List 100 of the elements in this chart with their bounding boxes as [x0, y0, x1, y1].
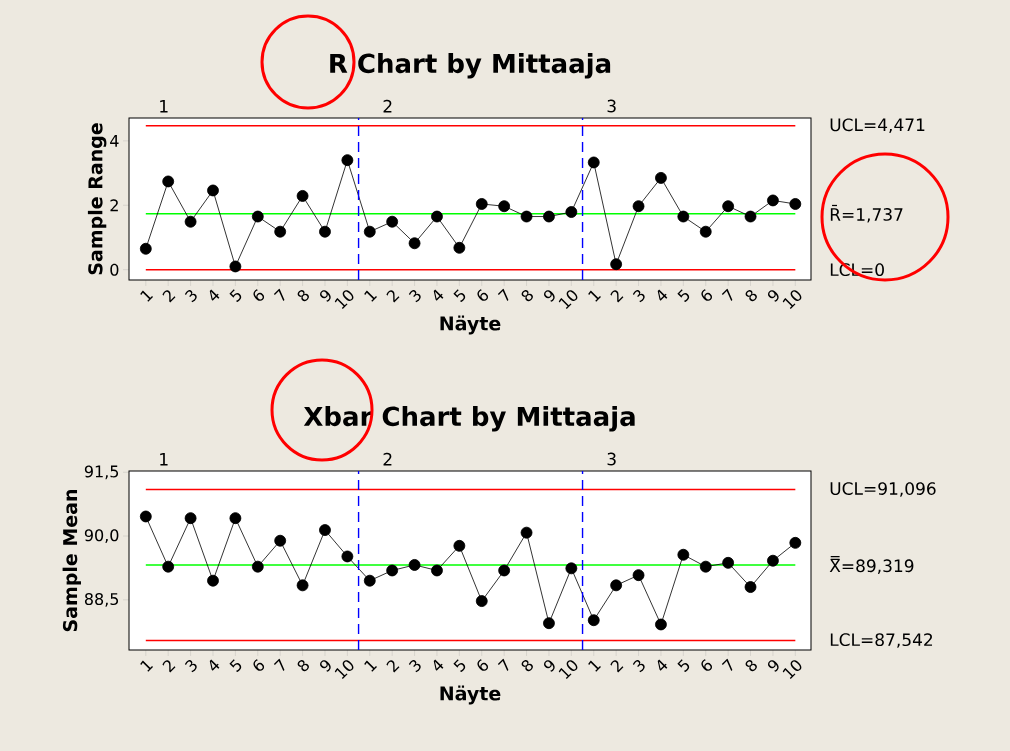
x-tick-label: 7: [721, 658, 733, 672]
point: [722, 200, 735, 213]
x-tick-label: 1: [364, 290, 377, 302]
text: 1: [160, 453, 168, 466]
x-tick-label: 2: [610, 290, 624, 303]
ref-line-label: UCL=4,471: [830, 118, 925, 133]
text: 3: [607, 99, 616, 113]
point: [341, 550, 354, 563]
text: 2: [383, 99, 392, 113]
x-tick-label: 9: [543, 290, 555, 302]
x-tick-label: 2: [610, 660, 624, 673]
point: [431, 564, 443, 577]
x-tick-label: 5: [229, 659, 242, 673]
point: [207, 574, 219, 587]
point: [184, 512, 197, 525]
x-tick-label: 8: [521, 659, 533, 672]
x-tick-label: 4: [209, 289, 220, 301]
x-tick-label: 7: [497, 288, 509, 302]
x-tick-label: 8: [745, 659, 757, 672]
x-tick-label: 2: [162, 290, 176, 303]
x-tick-label: 7: [721, 288, 733, 302]
point: [520, 526, 533, 539]
x-tick-label: 1: [588, 290, 601, 302]
x-axis-title: Näyte: [440, 315, 501, 335]
x-tick-label: 6: [701, 289, 713, 301]
text: 3: [607, 452, 616, 466]
point: [341, 154, 354, 167]
point: [408, 237, 421, 250]
point: [767, 554, 779, 567]
point: [139, 510, 152, 523]
x-tick-label: 7: [497, 658, 509, 672]
point: [296, 579, 309, 592]
point: [319, 225, 331, 238]
point: [565, 206, 578, 218]
x-tick-label: 3: [184, 660, 197, 673]
x-tick-label: 10: [558, 660, 578, 680]
point: [655, 171, 667, 184]
x-tick-label: 8: [297, 289, 309, 302]
point: [296, 190, 309, 202]
x-tick-label: 5: [453, 289, 466, 303]
point: [610, 258, 623, 271]
point: [363, 225, 376, 238]
point: [565, 562, 578, 575]
point: [789, 198, 802, 210]
x-tick-label: 3: [184, 290, 197, 303]
x-tick-label: 10: [782, 660, 802, 680]
x-tick-label: 5: [453, 659, 466, 673]
point: [520, 210, 533, 223]
point: [498, 564, 511, 577]
y-tick-label: 91,5: [84, 465, 119, 480]
y-tick-label: 2: [110, 199, 118, 212]
x-tick-label: 4: [433, 289, 444, 301]
point: [767, 194, 779, 207]
x-tick-label: 6: [701, 659, 713, 671]
point: [229, 512, 242, 525]
x-tick-label: 8: [745, 289, 757, 302]
x-tick-label: 5: [229, 289, 242, 303]
x-tick-label: 6: [477, 289, 489, 301]
point: [453, 241, 466, 254]
point: [744, 210, 757, 223]
point: [587, 156, 600, 169]
x-tick-label: 9: [320, 660, 331, 672]
point: [453, 539, 466, 552]
x-tick-label: 6: [253, 289, 265, 301]
point: [139, 242, 152, 255]
ref-line-label: LCL=87,542: [830, 633, 933, 648]
point: [610, 579, 623, 592]
point: [789, 536, 802, 549]
x-tick-label: 2: [386, 660, 400, 673]
x-tick-label: 1: [140, 660, 153, 672]
x-tick-label: 6: [253, 659, 265, 671]
point: [475, 198, 488, 210]
point: [184, 215, 197, 228]
point: [699, 560, 712, 573]
point: [386, 564, 399, 577]
point: [162, 175, 175, 188]
y-tick-label: 88,5: [84, 592, 119, 607]
x-tick-label: 10: [558, 290, 578, 310]
ref-line-label: UCL=91,096: [830, 482, 936, 497]
point: [251, 210, 264, 223]
x-tick-label: 7: [273, 288, 285, 302]
y-axis-title: Sample Range: [87, 123, 107, 275]
point: [363, 574, 376, 587]
x-tick-label: 3: [632, 660, 645, 673]
point: [744, 581, 757, 593]
y-axis-title: Sample Mean: [62, 489, 81, 632]
y-tick-label: 0: [110, 263, 119, 276]
point: [587, 614, 600, 627]
point: [632, 200, 645, 213]
x-tick-label: 10: [782, 290, 802, 310]
point: [207, 184, 219, 197]
chart-title: R Chart by Mittaaja: [330, 53, 611, 79]
x-tick-label: 4: [209, 659, 220, 671]
point: [251, 560, 264, 573]
x-tick-label: 4: [433, 659, 444, 671]
x-tick-label: 4: [657, 659, 668, 671]
point: [274, 225, 287, 238]
ref-line-label: R̄=1,737: [830, 204, 903, 223]
x-tick-label: 3: [408, 290, 421, 303]
point: [274, 534, 287, 547]
